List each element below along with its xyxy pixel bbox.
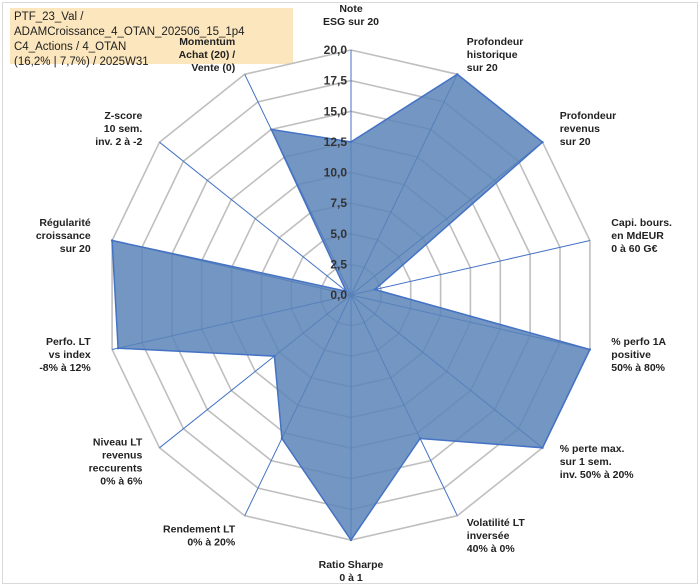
tick-label-4: 10,0 [324, 166, 348, 180]
axis-label-11: Perfo. LT vs index -8% à 12% [39, 336, 91, 374]
data-point-14 [270, 128, 273, 131]
data-point-8 [349, 538, 353, 542]
chart-title-box: PTF_23_Val / ADAMCroissance_4_OTAN_20250… [10, 8, 293, 68]
axis-spoke-4 [350, 240, 591, 296]
data-point-11 [116, 347, 120, 350]
tick-label-5: 12,5 [324, 135, 348, 149]
axis-label-4: Capi. bours. en MdEUR 0 à 60 G€ [611, 217, 672, 255]
chart-title-line-3: (16,2% | 7,7%) / 2025W31 [14, 56, 149, 68]
tick-label-3: 7,5 [330, 196, 347, 210]
axis-label-7: Volatilité LT inversée 40% à 0% [467, 517, 526, 555]
axis-label-8: Ratio Sharpe 0 à 1 [319, 559, 384, 584]
axis-label-3: Profondeur revenus sur 20 [560, 110, 617, 148]
axis-label-1: Note ESG sur 20 [323, 3, 379, 28]
axis-label-14: Momentum Achat (20) / Vente (0) [179, 36, 236, 74]
data-point-13 [345, 290, 348, 293]
data-point-6 [541, 446, 544, 449]
axis-label-6: % perte max. sur 1 sem. inv. 50% à 20% [560, 443, 635, 481]
axis-label-10: Niveau LT revenus reccurents 0% à 6% [89, 437, 143, 488]
data-series-area [111, 73, 591, 542]
axis-label-13: Z-score 10 sem. inv. 2 à -2 [95, 110, 142, 148]
axis-label-5: % perfo 1A positive 50% à 80% [611, 336, 666, 374]
tick-label-2: 5,0 [330, 227, 347, 241]
data-point-5 [588, 348, 592, 351]
axis-label-12: Régularité croissance sur 20 [36, 217, 91, 255]
data-point-3 [541, 141, 544, 144]
chart-title-line-1: PTF_23_Val / ADAMCroissance_4_OTAN_20250… [14, 11, 245, 38]
tick-label-0: 0,0 [330, 288, 347, 302]
data-point-12 [110, 239, 114, 242]
data-point-2 [456, 73, 459, 76]
tick-label-7: 17,5 [324, 74, 348, 88]
chart-title-line-2: C4_Actions / 4_OTAN [14, 41, 127, 53]
data-point-9 [280, 437, 284, 440]
tick-label-1: 2,5 [330, 257, 347, 271]
tick-label-6: 15,0 [324, 104, 348, 118]
axis-spoke-13 [159, 141, 352, 296]
data-point-10 [273, 354, 276, 358]
axis-label-9: Rendement LT 0% à 20% [163, 524, 236, 549]
data-point-1 [349, 140, 353, 144]
axis-label-2: Profondeur historique sur 20 [467, 36, 524, 74]
tick-label-8: 20,0 [324, 43, 348, 57]
data-point-7 [418, 437, 422, 440]
data-point-4 [373, 288, 377, 291]
